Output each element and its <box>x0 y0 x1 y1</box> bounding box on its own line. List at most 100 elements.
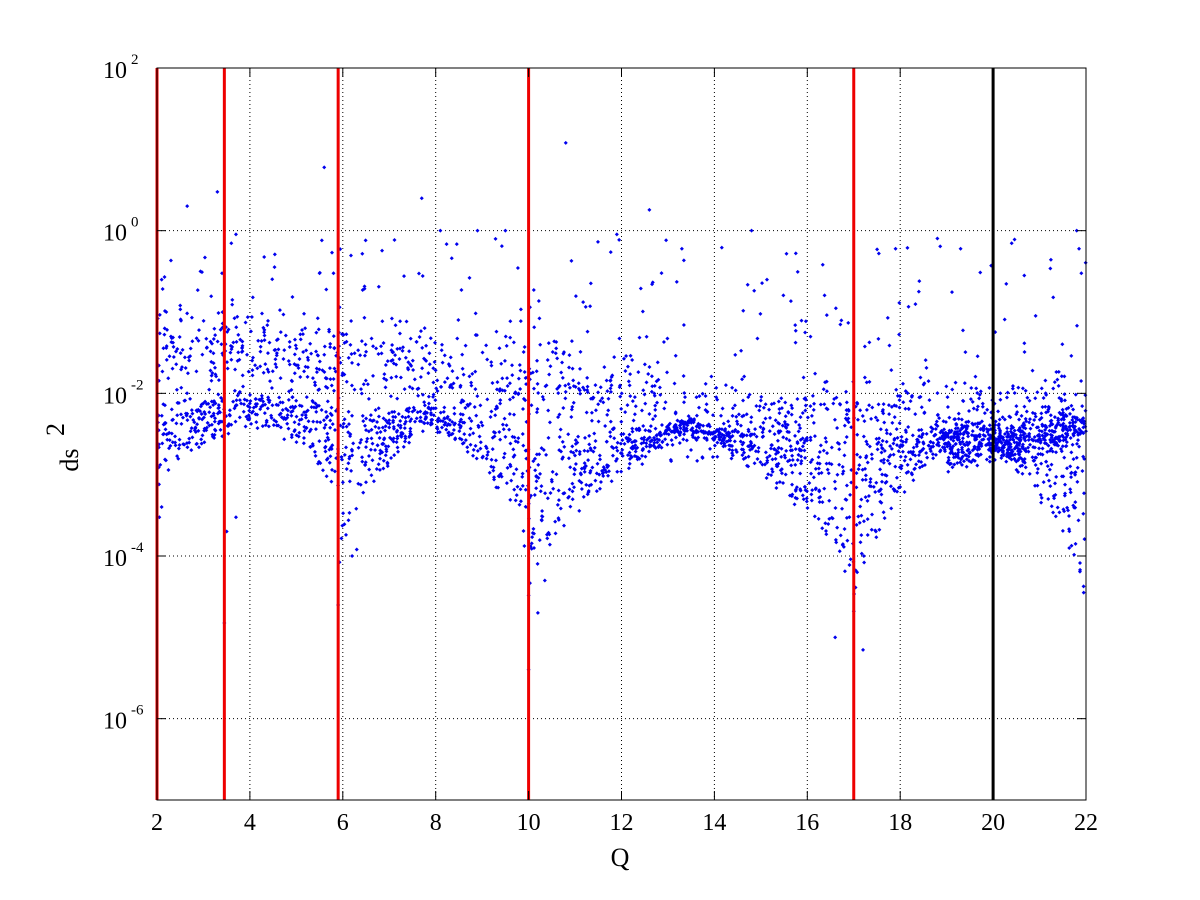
data-point <box>673 411 678 416</box>
data-point <box>1004 281 1009 286</box>
data-point <box>556 488 561 493</box>
data-point <box>826 521 831 526</box>
data-point <box>1075 479 1080 484</box>
data-point <box>776 399 781 404</box>
data-point <box>788 299 793 304</box>
data-point <box>347 510 352 515</box>
data-point <box>457 429 462 434</box>
data-point <box>754 434 759 439</box>
data-point <box>987 423 992 428</box>
data-point <box>287 339 292 344</box>
data-point <box>187 436 192 441</box>
data-point <box>906 424 911 429</box>
data-point <box>652 444 657 449</box>
data-point <box>636 370 641 375</box>
data-point <box>971 406 976 411</box>
data-point <box>767 429 772 434</box>
data-point <box>892 437 897 442</box>
data-point <box>573 438 578 443</box>
data-point <box>1014 412 1019 417</box>
data-point <box>317 359 322 364</box>
data-point <box>748 447 753 452</box>
data-point <box>610 373 615 378</box>
data-point <box>793 433 798 438</box>
data-point <box>589 410 594 415</box>
data-point <box>1007 445 1012 450</box>
data-point <box>970 429 975 434</box>
data-point <box>844 435 849 440</box>
data-point <box>805 506 810 511</box>
data-point <box>1081 425 1086 430</box>
data-point <box>632 412 637 417</box>
data-point <box>304 425 309 430</box>
data-point <box>1018 455 1023 460</box>
data-point <box>447 433 452 438</box>
data-point <box>377 467 382 472</box>
data-point <box>962 381 967 386</box>
data-point <box>918 375 923 380</box>
data-point <box>608 430 613 435</box>
data-point <box>383 428 388 433</box>
data-point <box>539 446 544 451</box>
data-point <box>316 388 321 393</box>
data-point <box>640 462 645 467</box>
data-point <box>356 481 361 486</box>
data-point <box>327 327 332 332</box>
data-point <box>458 425 463 430</box>
data-point <box>1072 552 1077 557</box>
data-point <box>366 429 371 434</box>
data-point <box>875 447 880 452</box>
data-point <box>1045 409 1050 414</box>
data-point <box>793 495 798 500</box>
data-point <box>917 465 922 470</box>
data-point <box>1077 569 1082 574</box>
data-point <box>408 419 413 424</box>
data-point <box>1046 443 1051 448</box>
data-point <box>855 570 860 575</box>
data-point <box>404 408 409 413</box>
data-point <box>474 333 479 338</box>
data-point <box>1068 435 1073 440</box>
data-point <box>327 460 332 465</box>
data-point <box>275 337 280 342</box>
data-point <box>673 435 678 440</box>
data-point <box>833 635 838 640</box>
data-point <box>876 336 881 341</box>
data-point <box>761 405 766 410</box>
data-point <box>648 424 653 429</box>
data-point <box>805 415 810 420</box>
data-point <box>762 462 767 467</box>
data-point <box>541 447 546 452</box>
data-point <box>1046 478 1051 483</box>
data-point <box>502 416 507 421</box>
data-point <box>529 403 534 408</box>
data-point <box>487 470 492 475</box>
data-point <box>317 270 322 275</box>
data-point <box>317 439 322 444</box>
data-point <box>1081 511 1086 516</box>
data-point <box>1043 378 1048 383</box>
data-point <box>195 422 200 427</box>
data-point <box>176 401 181 406</box>
data-point <box>518 368 523 373</box>
data-point <box>397 346 402 351</box>
data-point <box>597 486 602 491</box>
y-tick-label-exponent: 2 <box>131 52 139 68</box>
data-point <box>339 454 344 459</box>
data-point <box>356 445 361 450</box>
data-point <box>443 420 448 425</box>
data-point <box>606 396 611 401</box>
data-point <box>757 408 762 413</box>
data-point <box>587 483 592 488</box>
data-point <box>207 410 212 415</box>
data-point <box>304 395 309 400</box>
data-point <box>787 458 792 463</box>
data-point <box>556 391 561 396</box>
data-point <box>882 448 887 453</box>
data-point <box>326 437 331 442</box>
data-point <box>359 387 364 392</box>
data-point <box>438 228 443 233</box>
data-point <box>618 451 623 456</box>
data-point <box>603 423 608 428</box>
data-point <box>679 246 684 251</box>
